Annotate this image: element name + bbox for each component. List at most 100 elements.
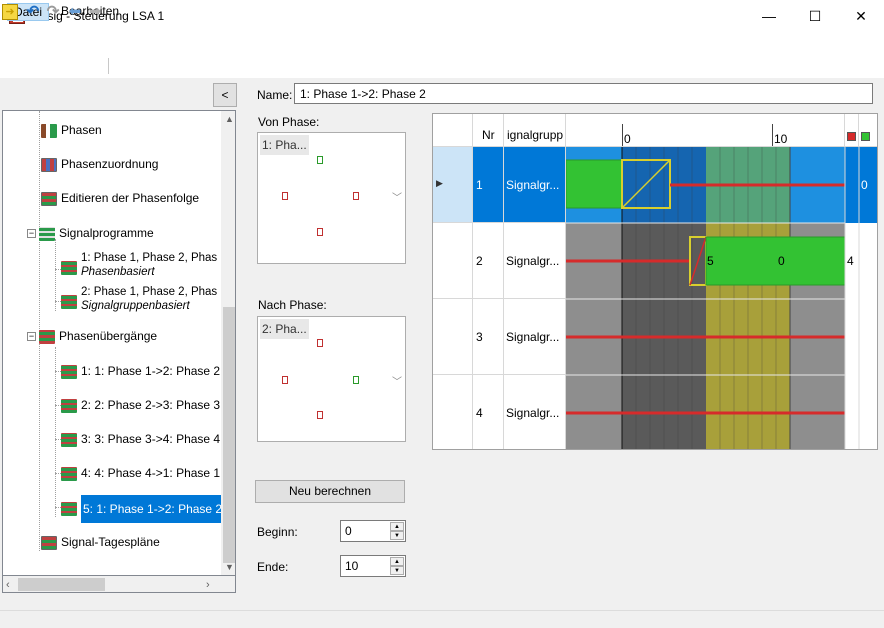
maximize-button[interactable]: ☐ xyxy=(808,8,822,24)
signal-program-icon xyxy=(39,226,55,241)
row-selector[interactable]: ▶ xyxy=(433,147,473,223)
red-square-icon[interactable] xyxy=(847,132,856,141)
chevron-down-icon[interactable]: ﹀ xyxy=(392,377,402,388)
row-header-corner xyxy=(433,114,473,147)
tree-connector xyxy=(55,473,61,474)
spin-up-icon[interactable]: ▲ xyxy=(390,522,404,531)
signal-timing-grid[interactable]: Nr ignalgrupp 0 10 ▶ 1 Signalgr... 2 Sig… xyxy=(432,113,878,450)
green-square-icon[interactable] xyxy=(861,132,870,141)
tree-item-phasenzuordnung[interactable]: Phasenzuordnung xyxy=(41,152,158,176)
row-group[interactable]: Signalgr... xyxy=(504,375,566,449)
spin-down-icon[interactable]: ▼ xyxy=(390,566,404,575)
tree-item-signalprogramme[interactable]: − Signalprogramme xyxy=(27,226,154,241)
scroll-right-icon[interactable]: › xyxy=(206,579,210,591)
collapse-panel-button[interactable]: < xyxy=(213,83,237,107)
tree-item-program-1[interactable]: 1: Phase 1, Phase 2, Phas Phasenbasiert xyxy=(61,251,217,285)
header-extra xyxy=(859,114,877,147)
tree-item-phasenuebergaenge[interactable]: − Phasenübergänge xyxy=(27,329,158,344)
spin-up-icon[interactable]: ▲ xyxy=(390,557,404,566)
undo-icon[interactable]: ↶ xyxy=(26,3,40,20)
program-icon xyxy=(61,295,77,309)
tree-item-phasenfolge[interactable]: Editieren der Phasenfolge xyxy=(41,186,199,210)
tree-connector xyxy=(55,347,56,517)
row-group[interactable]: Signalgr... xyxy=(504,299,566,375)
column-header-nr[interactable]: Nr xyxy=(473,114,504,147)
navigation-tree[interactable]: Phasen Phasenzuordnung Editieren der Pha… xyxy=(2,110,236,576)
green-phase-bar[interactable] xyxy=(705,236,846,286)
nach-phase-selector[interactable]: 2: Pha... ﹀ xyxy=(257,316,406,442)
tree-item-program-2[interactable]: 2: Phase 1, Phase 2, Phas Signalgruppenb… xyxy=(61,285,217,319)
tree-item-transition-3[interactable]: 3: 3: Phase 3->4: Phase 4 xyxy=(61,427,220,451)
row-nr[interactable]: 4 xyxy=(473,375,504,449)
row-group[interactable]: Signalgr... xyxy=(504,223,566,299)
tree-connector xyxy=(55,371,61,372)
spin-down-icon[interactable]: ▼ xyxy=(390,531,404,540)
transition-item-icon xyxy=(61,398,77,413)
menu-bearbeiten[interactable]: Bearbeiten xyxy=(61,4,120,18)
extra-cell xyxy=(845,147,859,223)
row-nr[interactable]: 2 xyxy=(473,223,504,299)
forward-arrow-icon[interactable]: ➡ xyxy=(88,3,102,20)
extra-cell xyxy=(859,147,877,223)
tick-label-10: 10 xyxy=(774,132,788,146)
von-phase-value: 1: Pha... xyxy=(260,135,309,155)
close-button[interactable]: ✕ xyxy=(855,8,867,24)
scroll-up-icon[interactable]: ▲ xyxy=(225,114,234,124)
column-header-signalgruppe[interactable]: ignalgrupp xyxy=(504,114,566,147)
tree-hscroll-thumb[interactable] xyxy=(18,578,105,591)
expand-toggle-icon[interactable]: − xyxy=(27,331,36,342)
duration-label: 5 xyxy=(707,254,714,268)
tree-scroll-thumb[interactable] xyxy=(223,307,235,563)
beginn-value: 0 xyxy=(345,524,352,538)
tick-label-0: 0 xyxy=(624,132,631,146)
green-signal-icon xyxy=(353,376,359,384)
red-signal-icon xyxy=(353,192,359,200)
tree-item-transition-1[interactable]: 1: 1: Phase 1->2: Phase 2 xyxy=(61,359,220,383)
row-group[interactable]: Signalgr... xyxy=(504,147,566,223)
row-nr[interactable]: 3 xyxy=(473,299,504,375)
daily-plan-icon xyxy=(41,535,57,550)
open-icon[interactable]: ➜ xyxy=(2,4,18,20)
time-tick xyxy=(772,124,773,146)
tree-item-transition-4[interactable]: 4: 4: Phase 4->1: Phase 1 xyxy=(61,461,220,485)
redo-icon[interactable]: ↷ xyxy=(46,3,60,20)
minimize-button[interactable]: — xyxy=(762,8,776,24)
red-signal-icon xyxy=(317,228,323,236)
transition-item-icon xyxy=(61,432,77,447)
toolbar xyxy=(0,54,884,78)
tree-item-tagesplaene[interactable]: Signal-Tagespläne xyxy=(41,530,160,554)
matrix-icon xyxy=(41,157,57,172)
back-arrow-icon[interactable]: ⬅ xyxy=(68,3,82,20)
nach-phase-label: Nach Phase: xyxy=(258,298,327,312)
time-tick xyxy=(622,124,623,146)
tree-item-phasen[interactable]: Phasen xyxy=(41,118,102,142)
ende-value: 10 xyxy=(345,559,359,573)
chevron-down-icon[interactable]: ﹀ xyxy=(392,193,402,204)
row-selector[interactable] xyxy=(433,375,473,449)
expand-toggle-icon[interactable]: − xyxy=(27,228,36,239)
row-nr[interactable]: 1 xyxy=(473,147,504,223)
von-phase-selector[interactable]: 1: Pha... ﹀ xyxy=(257,132,406,264)
program-icon xyxy=(61,261,77,275)
tree-item-transition-2[interactable]: 2: 2: Phase 2->3: Phase 3 xyxy=(61,393,220,417)
tree-connector xyxy=(55,269,61,270)
red-signal-icon xyxy=(282,376,288,384)
transition-ramp xyxy=(621,159,671,209)
red-signal-icon xyxy=(317,411,323,419)
edit-sequence-icon xyxy=(41,191,57,206)
extra-cells xyxy=(845,223,877,449)
beginn-stepper[interactable]: 0 ▲ ▼ xyxy=(340,520,406,542)
tree-item-transition-5[interactable]: 5: 1: Phase 1->2: Phase 2 xyxy=(61,495,222,523)
tree-connector xyxy=(55,439,61,440)
ende-stepper[interactable]: 10 ▲ ▼ xyxy=(340,555,406,577)
name-input[interactable]: 1: Phase 1->2: Phase 2 xyxy=(294,83,873,104)
row-selector[interactable] xyxy=(433,299,473,375)
scroll-down-icon[interactable]: ▼ xyxy=(225,562,234,572)
green-phase-bar[interactable] xyxy=(566,159,623,209)
row-selector[interactable] xyxy=(433,223,473,299)
von-phase-label: Von Phase: xyxy=(258,115,320,129)
neu-berechnen-button[interactable]: Neu berechnen xyxy=(255,480,405,503)
trail-value: 0 xyxy=(861,178,868,192)
timeline-canvas[interactable]: 5 0 0 4 xyxy=(566,147,878,450)
scroll-left-icon[interactable]: ‹ xyxy=(6,579,10,591)
